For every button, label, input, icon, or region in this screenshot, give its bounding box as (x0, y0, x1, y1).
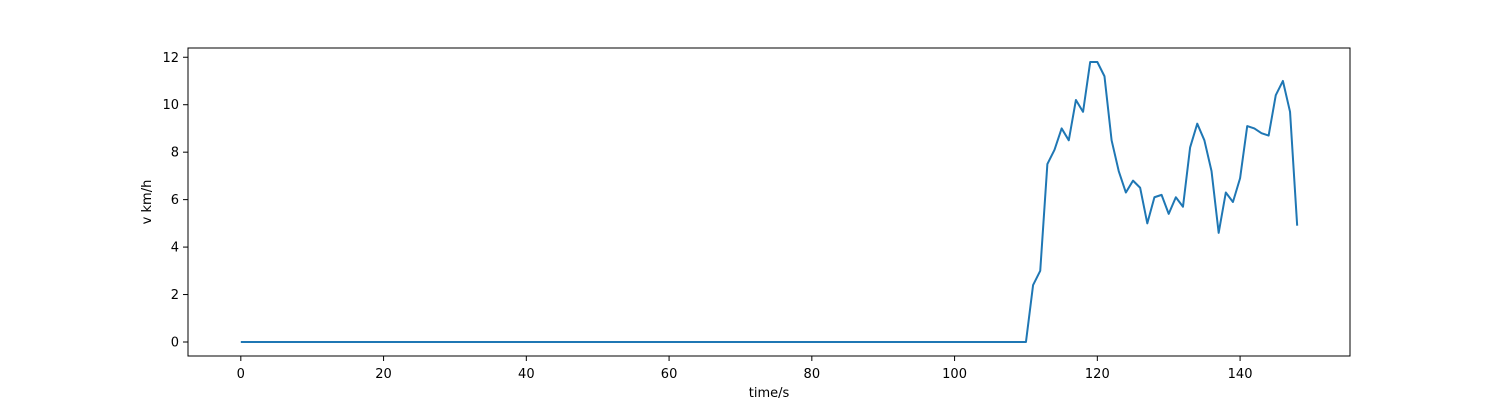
plot-area (188, 48, 1350, 356)
y-tick-label: 2 (171, 288, 179, 303)
plot-frame (187, 47, 1351, 357)
x-tick-label: 140 (1228, 367, 1253, 382)
x-tick-label: 0 (237, 367, 245, 382)
y-tick-label: 4 (171, 241, 179, 256)
x-tick-label: 100 (942, 367, 967, 382)
x-tick-label: 20 (375, 367, 392, 382)
y-tick-label: 8 (171, 146, 179, 161)
x-axis-label: time/s (749, 386, 790, 400)
x-tick-label: 80 (804, 367, 821, 382)
x-tick-label: 60 (661, 367, 678, 382)
x-axis-ticks: 0 20 40 60 80 100 120 140 (237, 356, 1253, 382)
y-tick-label: 0 (171, 336, 179, 351)
y-axis-ticks: 0 2 4 6 8 10 12 (162, 51, 188, 351)
y-tick-label: 6 (171, 193, 179, 208)
series-line (240, 61, 1299, 343)
y-tick-label: 10 (162, 98, 179, 113)
x-tick-label: 120 (1085, 367, 1110, 382)
x-tick-label: 40 (518, 367, 535, 382)
y-axis-label: v km/h (140, 180, 155, 225)
y-tick-label: 12 (162, 51, 179, 66)
